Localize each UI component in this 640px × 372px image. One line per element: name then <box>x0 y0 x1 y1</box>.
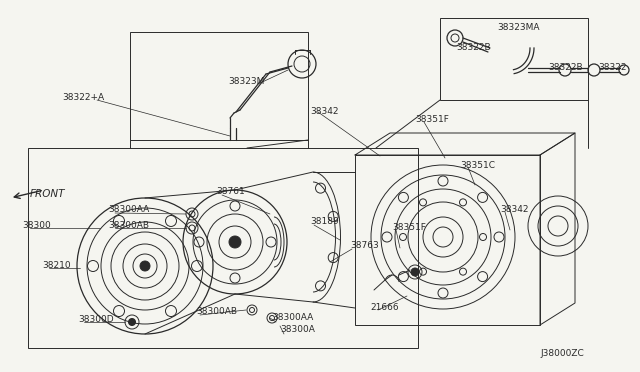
Circle shape <box>411 268 419 276</box>
Circle shape <box>229 236 241 248</box>
Text: 38300AB: 38300AB <box>108 221 149 231</box>
Text: 38351F: 38351F <box>392 224 426 232</box>
Text: 38322B: 38322B <box>456 42 491 51</box>
Text: 38351F: 38351F <box>415 115 449 125</box>
Text: 38300A: 38300A <box>280 326 315 334</box>
Circle shape <box>129 318 136 326</box>
Text: 38300D: 38300D <box>78 315 114 324</box>
Text: 38322: 38322 <box>598 64 627 73</box>
Text: FRONT: FRONT <box>30 189 65 199</box>
Text: 38342: 38342 <box>500 205 529 215</box>
Text: 38323MA: 38323MA <box>497 23 540 32</box>
Text: 38300AB: 38300AB <box>196 308 237 317</box>
Text: 38763: 38763 <box>350 241 379 250</box>
Text: 38300AA: 38300AA <box>272 314 313 323</box>
Text: 38210: 38210 <box>42 262 70 270</box>
Text: 38300: 38300 <box>22 221 51 231</box>
Circle shape <box>140 261 150 271</box>
Text: J38000ZC: J38000ZC <box>540 350 584 359</box>
Text: 38342: 38342 <box>310 108 339 116</box>
Text: 38322+A: 38322+A <box>62 93 104 103</box>
Text: 21666: 21666 <box>370 304 399 312</box>
Text: 38323M: 38323M <box>228 77 264 87</box>
Bar <box>355 155 540 325</box>
Text: 38300AA: 38300AA <box>108 205 149 215</box>
Bar <box>28 148 418 348</box>
Text: 38189: 38189 <box>310 218 339 227</box>
Text: 38322B: 38322B <box>548 64 582 73</box>
Text: 38351C: 38351C <box>460 160 495 170</box>
Bar <box>440 18 588 100</box>
Bar <box>130 32 308 140</box>
Text: 38761: 38761 <box>216 187 244 196</box>
